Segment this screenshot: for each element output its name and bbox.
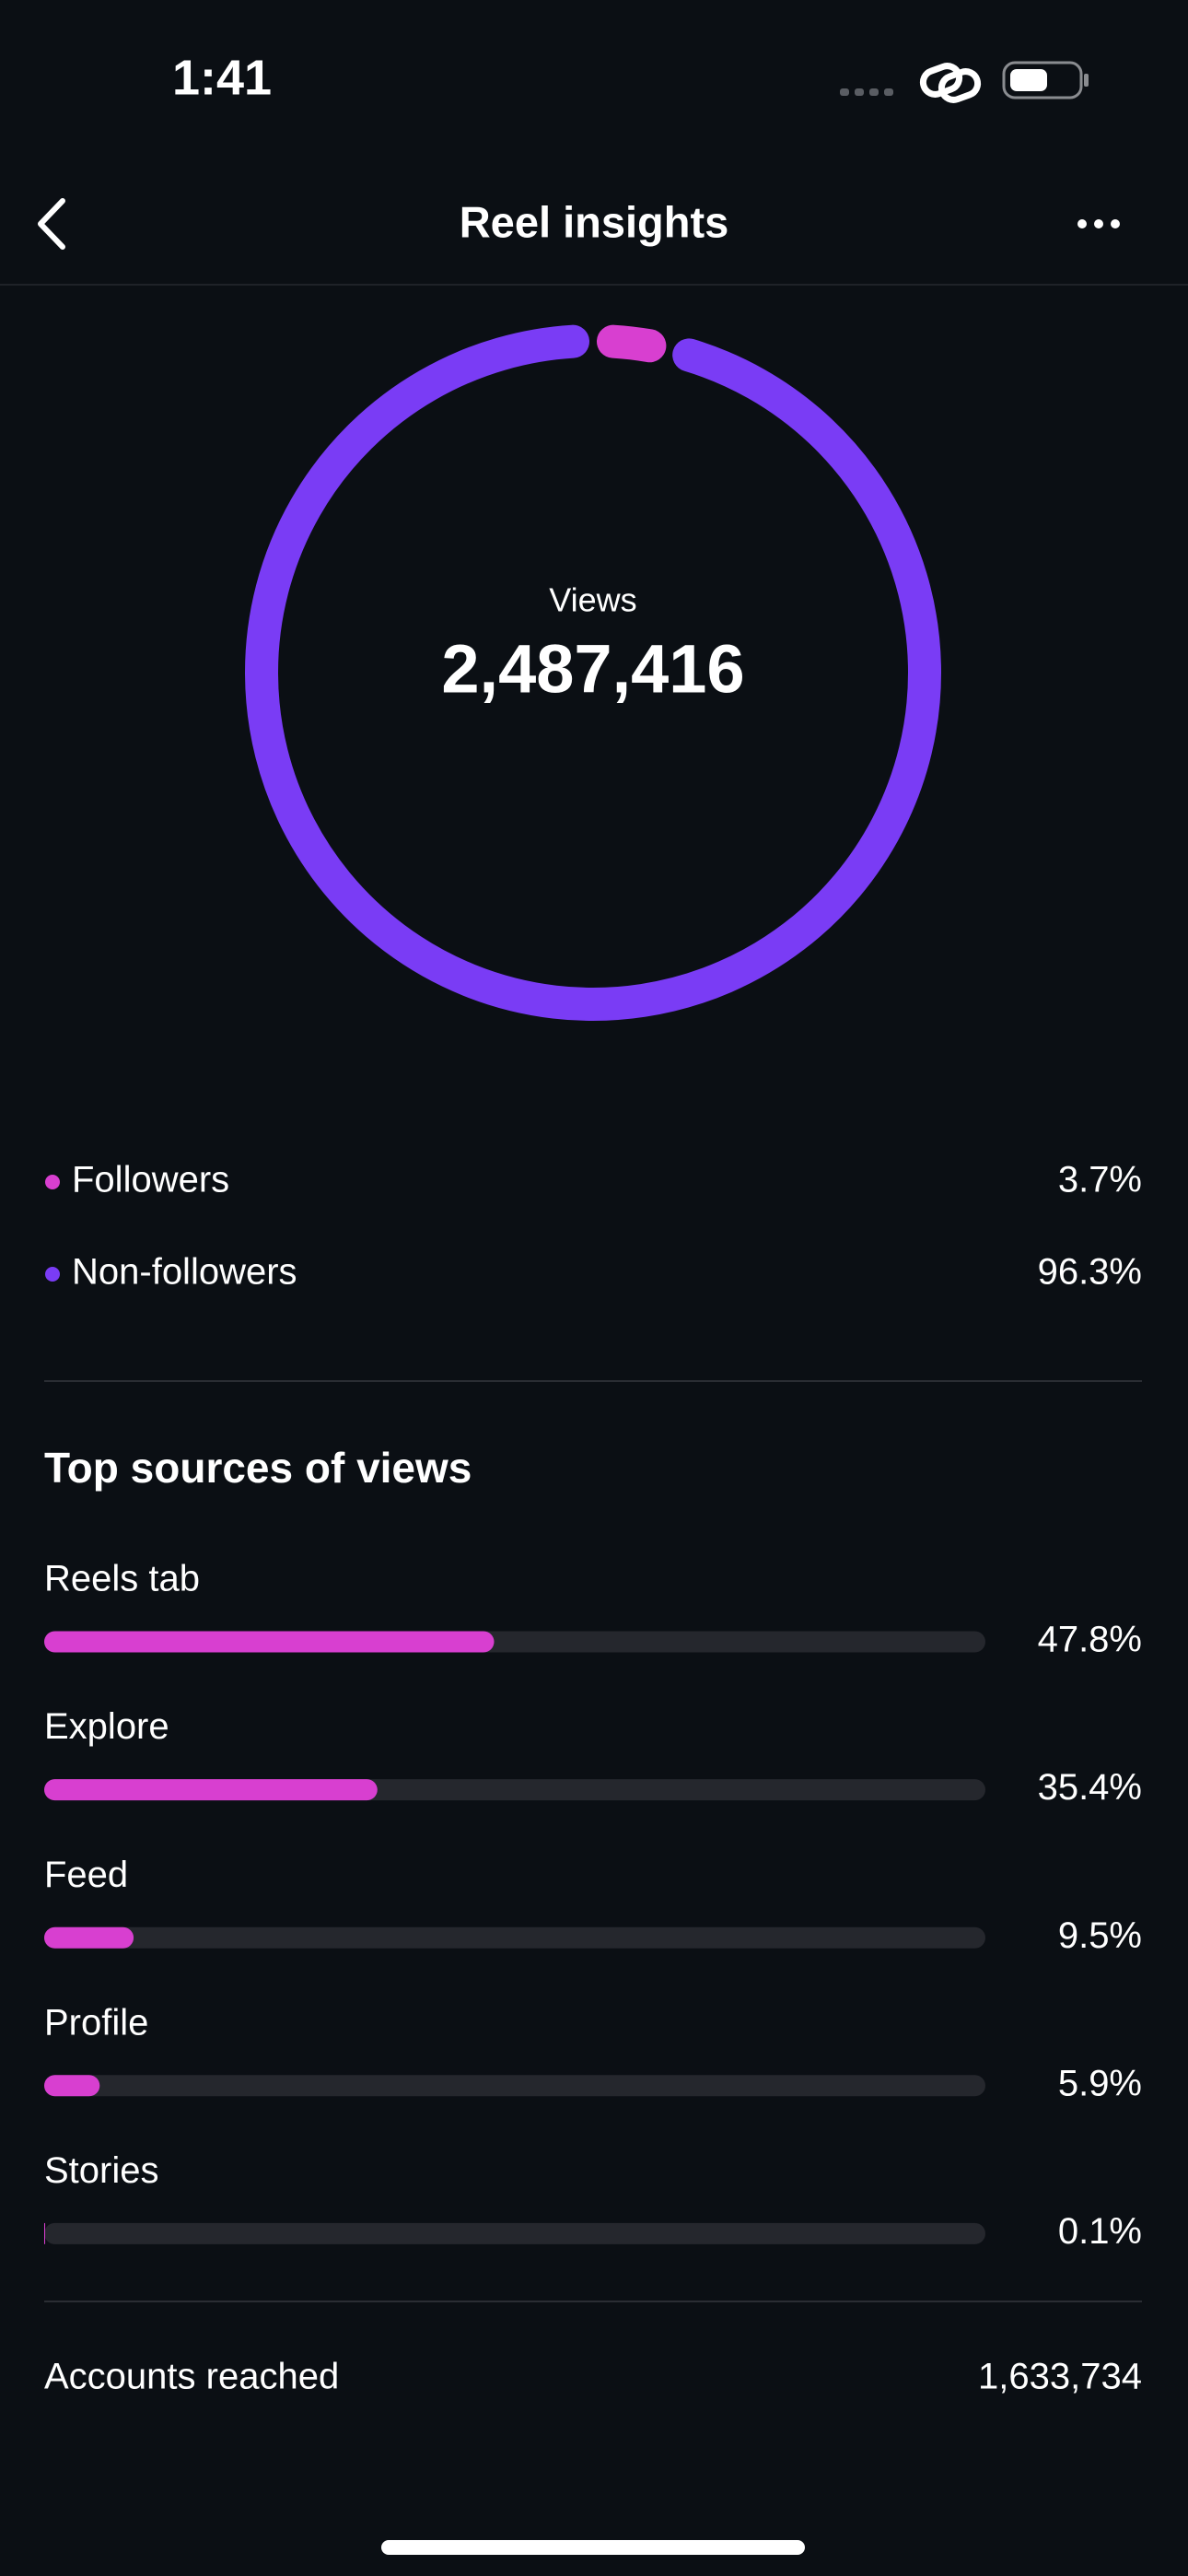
legend-label: Followers [72,1160,229,1200]
bar [44,1631,495,1653]
source-value: 5.9% [1058,2063,1142,2103]
battery-level [1010,69,1047,91]
source-label: Stories [44,2150,159,2191]
footer-label: Accounts reached [44,2357,339,2397]
signal-dot [884,88,893,96]
battery-cap [1084,74,1089,87]
donut-value: 2,487,416 [441,631,744,708]
footer-value: 1,633,734 [978,2357,1142,2397]
bar [44,1926,134,1949]
legend-value: 96.3% [1038,1252,1142,1293]
source-label: Reels tab [44,1559,200,1599]
legend-label: Non-followers [72,1252,297,1293]
bar [44,2075,100,2097]
legend-dot [45,1267,60,1282]
status-time: 1:41 [172,50,272,105]
home-indicator [381,2540,805,2555]
donut-label: Views [549,581,636,619]
signal-dot [840,88,849,96]
more-button[interactable] [1077,219,1120,228]
source-value: 0.1% [1058,2211,1142,2252]
source-label: Explore [44,1706,169,1747]
bar-track [44,2075,985,2097]
bar [44,2222,46,2244]
link-icon [919,63,982,103]
bar-track [44,1926,985,1949]
back-button[interactable] [38,198,65,250]
status-icons [840,61,1089,103]
source-value: 9.5% [1058,1915,1142,1956]
bar [44,1779,378,1801]
source-value: 47.8% [1038,1620,1142,1660]
source-value: 35.4% [1038,1767,1142,1808]
legend-dot [45,1175,60,1189]
section-title: Top sources of views [44,1444,472,1492]
donut-segment [596,324,667,363]
source-label: Feed [44,1855,128,1895]
battery [1002,61,1083,100]
legend-value: 3.7% [1058,1160,1142,1200]
bar-track [44,2222,985,2244]
signal-dot [869,88,879,96]
header-title: Reel insights [460,197,729,246]
signal-dot [855,88,864,96]
donut-segment [245,324,941,1021]
source-label: Profile [44,2002,148,2043]
